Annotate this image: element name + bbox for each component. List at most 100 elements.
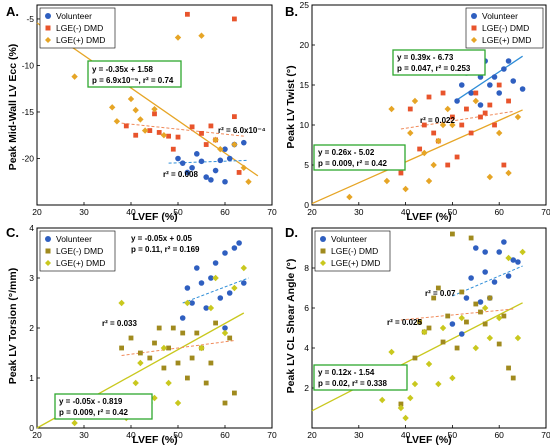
panel-c-legend-volunteer: Volunteer [56,234,92,244]
panel-d-point-lge-pos [481,304,489,312]
panel-d-legend-lge-neg-marker [320,248,326,254]
panel-a-legend-lge-pos-marker [45,37,51,43]
panel-c-point-lge-neg [128,335,134,341]
panel-d-point-lge-pos [379,396,386,404]
panel-b-fit-box-lge-pos: y = 0.26x - 5.02 p = 0.009, r² = 0.42 [313,144,406,171]
panel-a-point-volunteer [184,169,191,176]
panel-b-point-lge-neg [431,130,437,136]
panel-d-point-lge-pos [402,414,409,422]
panel-c-point-volunteer [184,285,191,291]
panel-a-point-lge-neg [203,142,209,147]
panel-c-legend-box [39,230,116,272]
panel-c-point-lge-pos [212,274,219,282]
panel-c-point-volunteer [179,315,186,321]
panel-a-point-lge-neg [170,146,176,152]
panel-c-legend-lge-neg: LGE(-) DMD [56,246,103,256]
panel-a-point-lge-neg [152,111,157,117]
panel-b-marks: 20 30 40 50 60 70 0 5 10 15 20 25 [300,0,550,217]
panel-c-fit-box-lge-pos-border [54,393,153,420]
panel-b-point-lge-neg [473,90,479,96]
panel-b-x-tick-label: 60 [494,207,504,217]
panel-d-point-lge-pos [458,314,465,322]
panel-b-point-volunteer [505,58,512,64]
panel-b-point-lge-pos [388,105,395,113]
panel-d-point-volunteer [458,331,465,337]
panel-d-point-lge-neg [482,321,488,327]
panel-d-point-lge-neg [496,341,502,347]
panel-b-legend-box [465,7,544,49]
panel-b-point-volunteer [519,86,526,92]
panel-b-fit-box-volunteer-border [392,49,486,76]
panel-b-legend-lge-pos: LGE(+) DMD [482,35,531,45]
panel-a-ylabel: Peak Mid-Wall LV Ecc (%) [7,44,19,171]
panel-a-point-lge-pos [141,127,149,134]
panel-d-point-lge-pos [486,334,494,342]
panel-a-xlabel: LVEF (%) [132,211,177,223]
panel-a-fit-line [168,159,249,164]
panel-c-y-tick-label: 4 [29,223,34,233]
panel-b-point-lge-neg [417,146,423,152]
panel-b-x-tick-label: 50 [448,207,458,217]
panel-c-point-lge-pos [132,379,139,387]
panel-d-point-volunteer [491,279,498,285]
panel-c-point-volunteer [194,265,200,271]
panel-a-point-volunteer [203,174,209,180]
panel-b-x-tick-label: 30 [354,207,364,217]
panel-d-point-volunteer [496,249,503,255]
panel-c-point-lge-neg [175,360,181,366]
panel-a-fit-stats: p = 6.9x10⁻⁵, r² = 0.74 [92,76,174,85]
panel-c-point-volunteer [212,260,219,266]
panel-b-point-lge-pos [383,177,391,185]
panel-c-point-lge-pos [151,394,158,402]
panel-c-legend-lge-neg-marker [45,248,51,254]
panel-d-x-tick-label: 40 [401,430,411,440]
panel-c-fit-line [182,277,249,304]
panel-c-point-lge-pos [174,399,182,407]
panel-a-point-lge-pos [113,118,121,125]
panel-b-y-tick-label: 25 [300,0,310,10]
panel-d-point-lge-neg [473,301,479,307]
panel-c-fit-stats-volunteer: p = 0.11, r² = 0.169 [131,245,200,254]
panel-a-point-lge-neg [232,16,237,22]
panel-b-y-tick-label: 10 [300,120,310,130]
panel-b-point-lge-neg [454,154,460,160]
panel-d-point-lge-neg [440,339,446,345]
panel-d-fit-box-lge-pos: y = 0.12x - 1.54 p = 0.02, r² = 0.338 [313,364,408,391]
panel-c-point-volunteer [241,280,247,286]
panel-d-point-lge-pos [435,380,442,388]
panel-b-fit-equation-lge-pos: y = 0.26x - 5.02 [318,148,375,157]
panel-b-point-lge-pos [435,137,442,145]
panel-b-legend: Volunteer LGE(-) DMD LGE(+) DMD [465,7,544,49]
panel-b-point-volunteer [491,74,498,80]
panel-b-fit-line [400,110,514,130]
panel-b-point-lge-neg [506,98,511,104]
panel-c-point-lge-neg [166,345,171,351]
panel-a-point-volunteer [208,177,214,183]
panel-d-y-tick-label: 4 [304,343,309,353]
panel-a-point-lge-pos [198,32,205,39]
panel-c-legend: Volunteer LGE(-) DMD LGE(+) DMD [39,230,116,272]
panel-b-point-lge-neg [501,162,507,168]
panel-b-fit-box-volunteer: y = 0.39x - 6.73 p = 0.047, r² = 0.253 [392,49,486,76]
panel-c-point-lge-neg [147,355,153,361]
panel-b-point-lge-pos [514,113,522,121]
panel-a-point-lge-pos [109,104,116,111]
panel-b-r2-lge-neg: r² = 0.022 [420,116,455,125]
panel-d-point-lge-neg [412,355,418,361]
panel-a-point-volunteer [212,167,219,174]
panel-b-point-lge-pos [430,161,437,169]
panel-c-xlabel: LVEF (%) [132,434,177,446]
panel-a-y-tick-label: -15 [22,107,35,117]
panel-b-x-tick-label: 20 [307,207,317,217]
panel-a-y-tick-label: -20 [22,153,35,163]
panel-a-point-lge-pos [137,116,144,123]
panel-a-point-volunteer [222,178,228,185]
panel-c-x-tick-label: 70 [267,430,277,440]
panel-d-point-lge-pos [421,328,428,336]
panel-d-x-tick-label: 30 [354,430,364,440]
panel-b-y-tick-label: 20 [300,40,310,50]
panel-c-point-lge-neg [189,355,195,361]
panel-d-point-volunteer [463,295,470,301]
panel-b-point-lge-neg [464,106,469,112]
panel-c-point-volunteer [236,240,242,246]
